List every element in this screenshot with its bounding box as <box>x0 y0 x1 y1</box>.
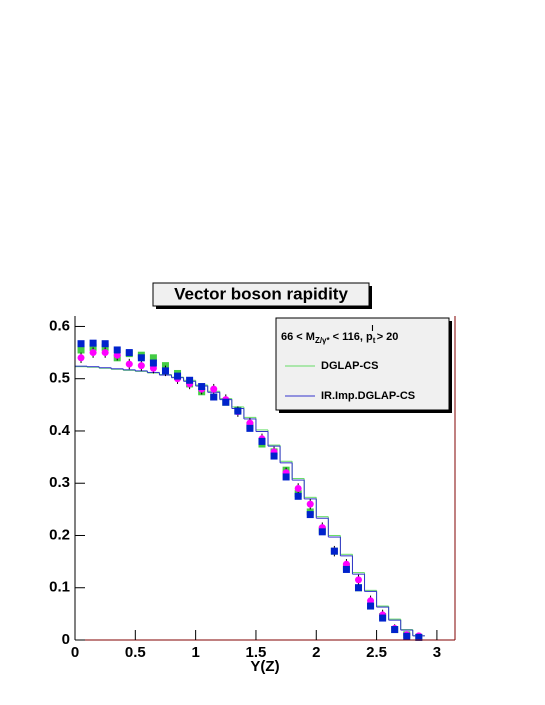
data-point <box>294 484 302 492</box>
data-point <box>210 385 218 393</box>
data-point <box>101 340 109 348</box>
data-point <box>101 349 109 357</box>
data-point <box>137 354 145 362</box>
data-point <box>77 340 85 348</box>
data-point <box>342 565 350 573</box>
data-point <box>161 367 169 375</box>
x-tick-label: 1.5 <box>246 644 267 661</box>
data-point <box>415 633 423 641</box>
data-point <box>270 452 278 460</box>
y-tick-label: 0.5 <box>49 370 70 387</box>
data-point <box>77 354 85 362</box>
data-point <box>210 393 218 401</box>
x-tick-label: 0 <box>71 644 79 661</box>
legend-title: 66 < MZ/γ* < 116, ptl > 20 <box>281 324 398 345</box>
data-point <box>403 632 411 640</box>
y-tick-label: 0.1 <box>49 579 70 596</box>
x-tick-label: 0.5 <box>125 644 146 661</box>
legend-title-part: > 20 <box>374 331 399 343</box>
y-tick-label: 0.6 <box>49 317 70 334</box>
legend-title-part: Z/γ* <box>315 336 331 345</box>
data-point <box>306 511 314 519</box>
x-axis-label: Y(Z) <box>250 658 279 675</box>
chart-title: Vector boson rapidity <box>174 284 348 303</box>
data-point <box>113 346 121 354</box>
data-point <box>306 500 314 508</box>
data-point <box>234 407 242 415</box>
data-point <box>149 359 157 367</box>
x-tick-label: 1 <box>191 644 199 661</box>
legend-label: DGLAP-CS <box>321 360 378 372</box>
x-tick-label: 2 <box>312 644 320 661</box>
y-tick-label: 0.2 <box>49 526 70 543</box>
data-point <box>186 376 194 384</box>
y-tick-label: 0 <box>62 631 70 648</box>
x-tick-label: 2.5 <box>366 644 387 661</box>
data-point <box>318 528 326 536</box>
y-tick-label: 0.3 <box>49 474 70 491</box>
data-point <box>198 383 206 391</box>
data-point <box>149 354 157 362</box>
data-point <box>282 473 290 481</box>
title-box <box>152 282 370 307</box>
legend-title-part: l <box>371 324 373 333</box>
legend-title-part: < 116, p <box>330 331 373 343</box>
data-point <box>77 346 85 354</box>
data-point <box>137 362 145 370</box>
legend-title-part: t <box>373 336 376 345</box>
data-point <box>246 424 254 432</box>
data-point <box>330 547 338 555</box>
data-point <box>379 614 387 622</box>
plot-area <box>75 339 425 641</box>
data-point <box>174 372 182 380</box>
data-point <box>294 492 302 500</box>
legend <box>275 317 450 411</box>
legend-title-part: 66 < M <box>281 331 315 343</box>
y-tick-label: 0.4 <box>49 422 71 439</box>
data-point <box>125 360 133 368</box>
data-point <box>89 349 97 357</box>
data-point <box>125 349 133 357</box>
data-point <box>354 584 362 592</box>
data-point <box>258 437 266 445</box>
data-point <box>89 339 97 347</box>
data-point <box>222 398 230 406</box>
data-point <box>391 626 399 634</box>
x-tick-label: 3 <box>433 644 441 661</box>
data-point <box>367 602 375 610</box>
legend-label: IR.Imp.DGLAP-CS <box>321 390 415 402</box>
data-point <box>354 576 362 584</box>
